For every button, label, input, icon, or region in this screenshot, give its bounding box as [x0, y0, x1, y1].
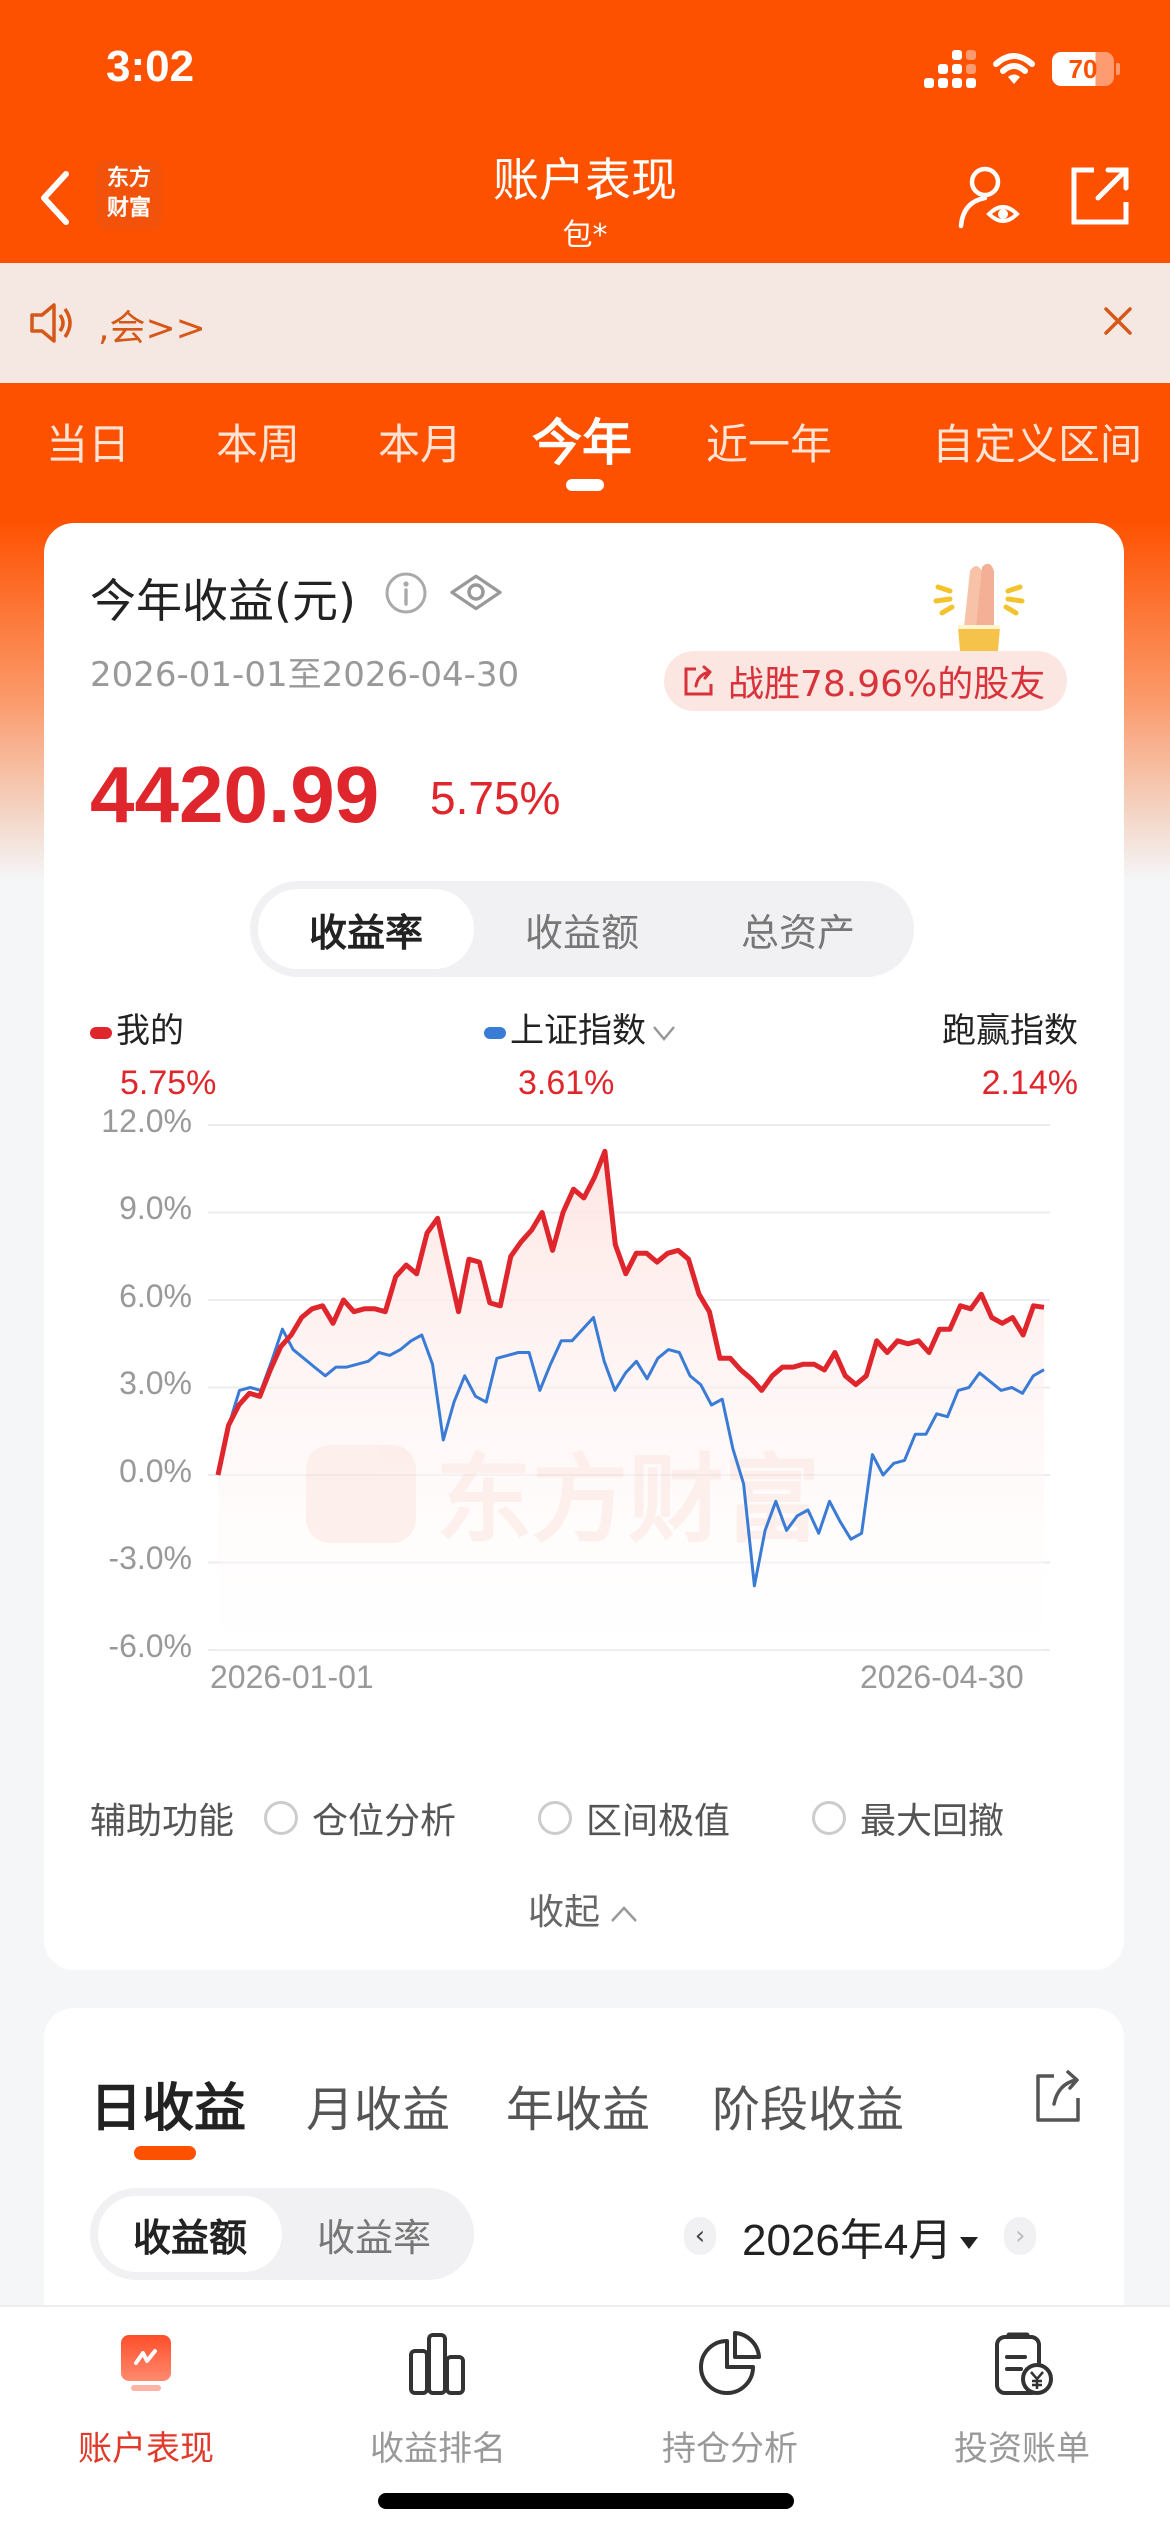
daily-tab-indicator	[134, 2146, 196, 2160]
user-eye-icon[interactable]	[955, 162, 1025, 232]
tabbar-account-performance[interactable]: 账户表现	[46, 2329, 246, 2470]
next-month-button[interactable]: ›	[1004, 2217, 1037, 2255]
y-tick: 0.0%	[119, 1453, 192, 1489]
share-small-icon	[684, 665, 713, 696]
legend-mine: 我的 5.75%	[90, 1003, 216, 1103]
y-tick: 9.0%	[119, 1190, 192, 1226]
page-title: 账户表现	[493, 153, 677, 207]
status-icons: 70	[924, 50, 1120, 88]
share-icon[interactable]	[1032, 2068, 1084, 2126]
daily-returns-card: 日收益 月收益 年收益 阶段收益 收益额 收益率 ‹ 2026年4月 ›	[44, 2008, 1124, 2348]
x-tick-end: 2026-04-30	[860, 1659, 1024, 1695]
tab-monthly-return[interactable]: 月收益	[306, 2082, 451, 2138]
aux-max-drawdown[interactable]: 最大回撤	[812, 1792, 1004, 1844]
legend-beat-value: 2.14%	[981, 1064, 1078, 1102]
daily-metric-segment: 收益额 收益率	[90, 2188, 474, 2280]
legend-index-value: 3.61%	[518, 1064, 615, 1102]
beat-peers-badge[interactable]: 战胜78.96%的股友	[664, 651, 1068, 711]
segment-total-assets[interactable]: 总资产	[740, 910, 855, 955]
y-tick: 12.0%	[101, 1103, 192, 1139]
y-tick: -3.0%	[108, 1540, 192, 1576]
bill-yuan-icon	[995, 2332, 1053, 2395]
aux-label: 辅助功能	[90, 1801, 235, 1842]
tab-last-year[interactable]: 近一年	[706, 420, 833, 469]
battery-icon: 70	[1052, 52, 1120, 86]
pie-chart-icon	[699, 2331, 761, 2395]
aux-range-extremes[interactable]: 区间极值	[538, 1792, 730, 1844]
tab-daily-return[interactable]: 日收益	[90, 2079, 247, 2139]
card-title: 今年收益(元)	[90, 574, 356, 628]
aux-position-analysis[interactable]: 仓位分析	[264, 1792, 456, 1844]
beat-peers-text: 战胜78.96%的股友	[728, 664, 1046, 705]
tabbar-holdings-analysis[interactable]: 持仓分析	[630, 2329, 830, 2470]
speaker-icon	[30, 303, 72, 343]
notice-bar[interactable]: ,会>>	[0, 263, 1170, 383]
nav-bar: 东方 财富 账户表现 包*	[0, 130, 1170, 263]
radio-icon[interactable]	[264, 1801, 299, 1835]
bar-ranking-icon	[409, 2333, 465, 2395]
y-tick: 6.0%	[119, 1278, 192, 1314]
tab-this-year[interactable]: 今年	[532, 414, 632, 472]
yearly-return-card: 今年收益(元) 2026-01-01至2026-04-30 战胜78.96%的股…	[44, 523, 1124, 1970]
chart-trend-icon	[121, 2335, 171, 2391]
eastmoney-logo[interactable]: 东方 财富	[96, 160, 162, 230]
chevron-up-icon	[611, 1906, 637, 1922]
segment-return-amount[interactable]: 收益额	[524, 910, 639, 955]
status-time: 3:02	[106, 42, 195, 91]
share-icon[interactable]	[1068, 164, 1132, 228]
y-tick: -6.0%	[108, 1628, 192, 1664]
status-bar: 3:02 70	[0, 0, 1170, 130]
clapping-hands-icon	[933, 563, 1025, 651]
profit-percent: 5.75%	[430, 772, 561, 824]
period-tabs: 当日 本周 本月 今年 近一年 自定义区间	[0, 383, 1170, 513]
chevron-down-icon[interactable]	[650, 1023, 678, 1043]
tabbar-return-ranking[interactable]: 收益排名	[338, 2329, 538, 2470]
info-icon[interactable]	[384, 571, 428, 615]
tabbar-investment-bill[interactable]: 投资账单	[922, 2329, 1122, 2470]
tab-week[interactable]: 本周	[216, 420, 301, 469]
segment-return-rate[interactable]: 收益率	[258, 889, 474, 969]
segment-amount[interactable]: 收益额	[98, 2196, 282, 2272]
collapse-button[interactable]: 收起	[44, 1883, 1124, 1935]
prev-month-button[interactable]: ‹	[684, 2217, 716, 2255]
caret-down-icon	[960, 2237, 979, 2250]
battery-level: 70	[1052, 52, 1114, 86]
back-arrow-icon[interactable]	[36, 168, 76, 228]
notice-text[interactable]: ,会>>	[98, 308, 206, 349]
tab-yearly-return[interactable]: 年收益	[506, 2082, 651, 2138]
account-name: 包*	[562, 218, 608, 253]
segment-rate[interactable]: 收益率	[316, 2215, 431, 2260]
radio-icon[interactable]	[538, 1801, 573, 1835]
home-indicator	[378, 2493, 794, 2509]
month-selector[interactable]: 2026年4月	[742, 2204, 979, 2268]
legend-beat-index: 跑赢指数 2.14%	[942, 1011, 1078, 1102]
profit-amount: 4420.99	[90, 750, 380, 839]
tab-today[interactable]: 当日	[46, 420, 131, 469]
cellular-signal-icon	[924, 50, 976, 88]
active-tab-indicator	[566, 479, 604, 491]
x-tick-start: 2026-01-01	[210, 1659, 374, 1695]
eye-icon[interactable]	[448, 569, 504, 617]
close-icon[interactable]	[1100, 303, 1136, 339]
aux-functions: 辅助功能 仓位分析 区间极值 最大回撤	[90, 1788, 1090, 1848]
tab-month[interactable]: 本月	[378, 420, 463, 469]
month-navigator: ‹ 2026年4月 ›	[684, 2204, 1037, 2268]
legend-blue-dot	[484, 1026, 506, 1039]
wifi-icon	[993, 53, 1035, 84]
radio-icon[interactable]	[812, 1801, 847, 1835]
date-range: 2026-01-01至2026-04-30	[90, 655, 520, 695]
legend-index[interactable]: 上证指数 3.61%	[484, 1003, 678, 1103]
legend-red-dot	[90, 1026, 112, 1039]
tab-stage-return[interactable]: 阶段收益	[712, 2082, 905, 2138]
legend-mine-value: 5.75%	[120, 1064, 217, 1102]
y-tick: 3.0%	[119, 1365, 192, 1401]
metric-segment: 收益率 收益额 总资产	[250, 881, 914, 977]
tab-custom-range[interactable]: 自定义区间	[932, 420, 1143, 469]
return-chart[interactable]: 12.0% 9.0% 6.0% 3.0% 0.0% -3.0% -6.0% 东方…	[44, 1103, 1124, 1713]
